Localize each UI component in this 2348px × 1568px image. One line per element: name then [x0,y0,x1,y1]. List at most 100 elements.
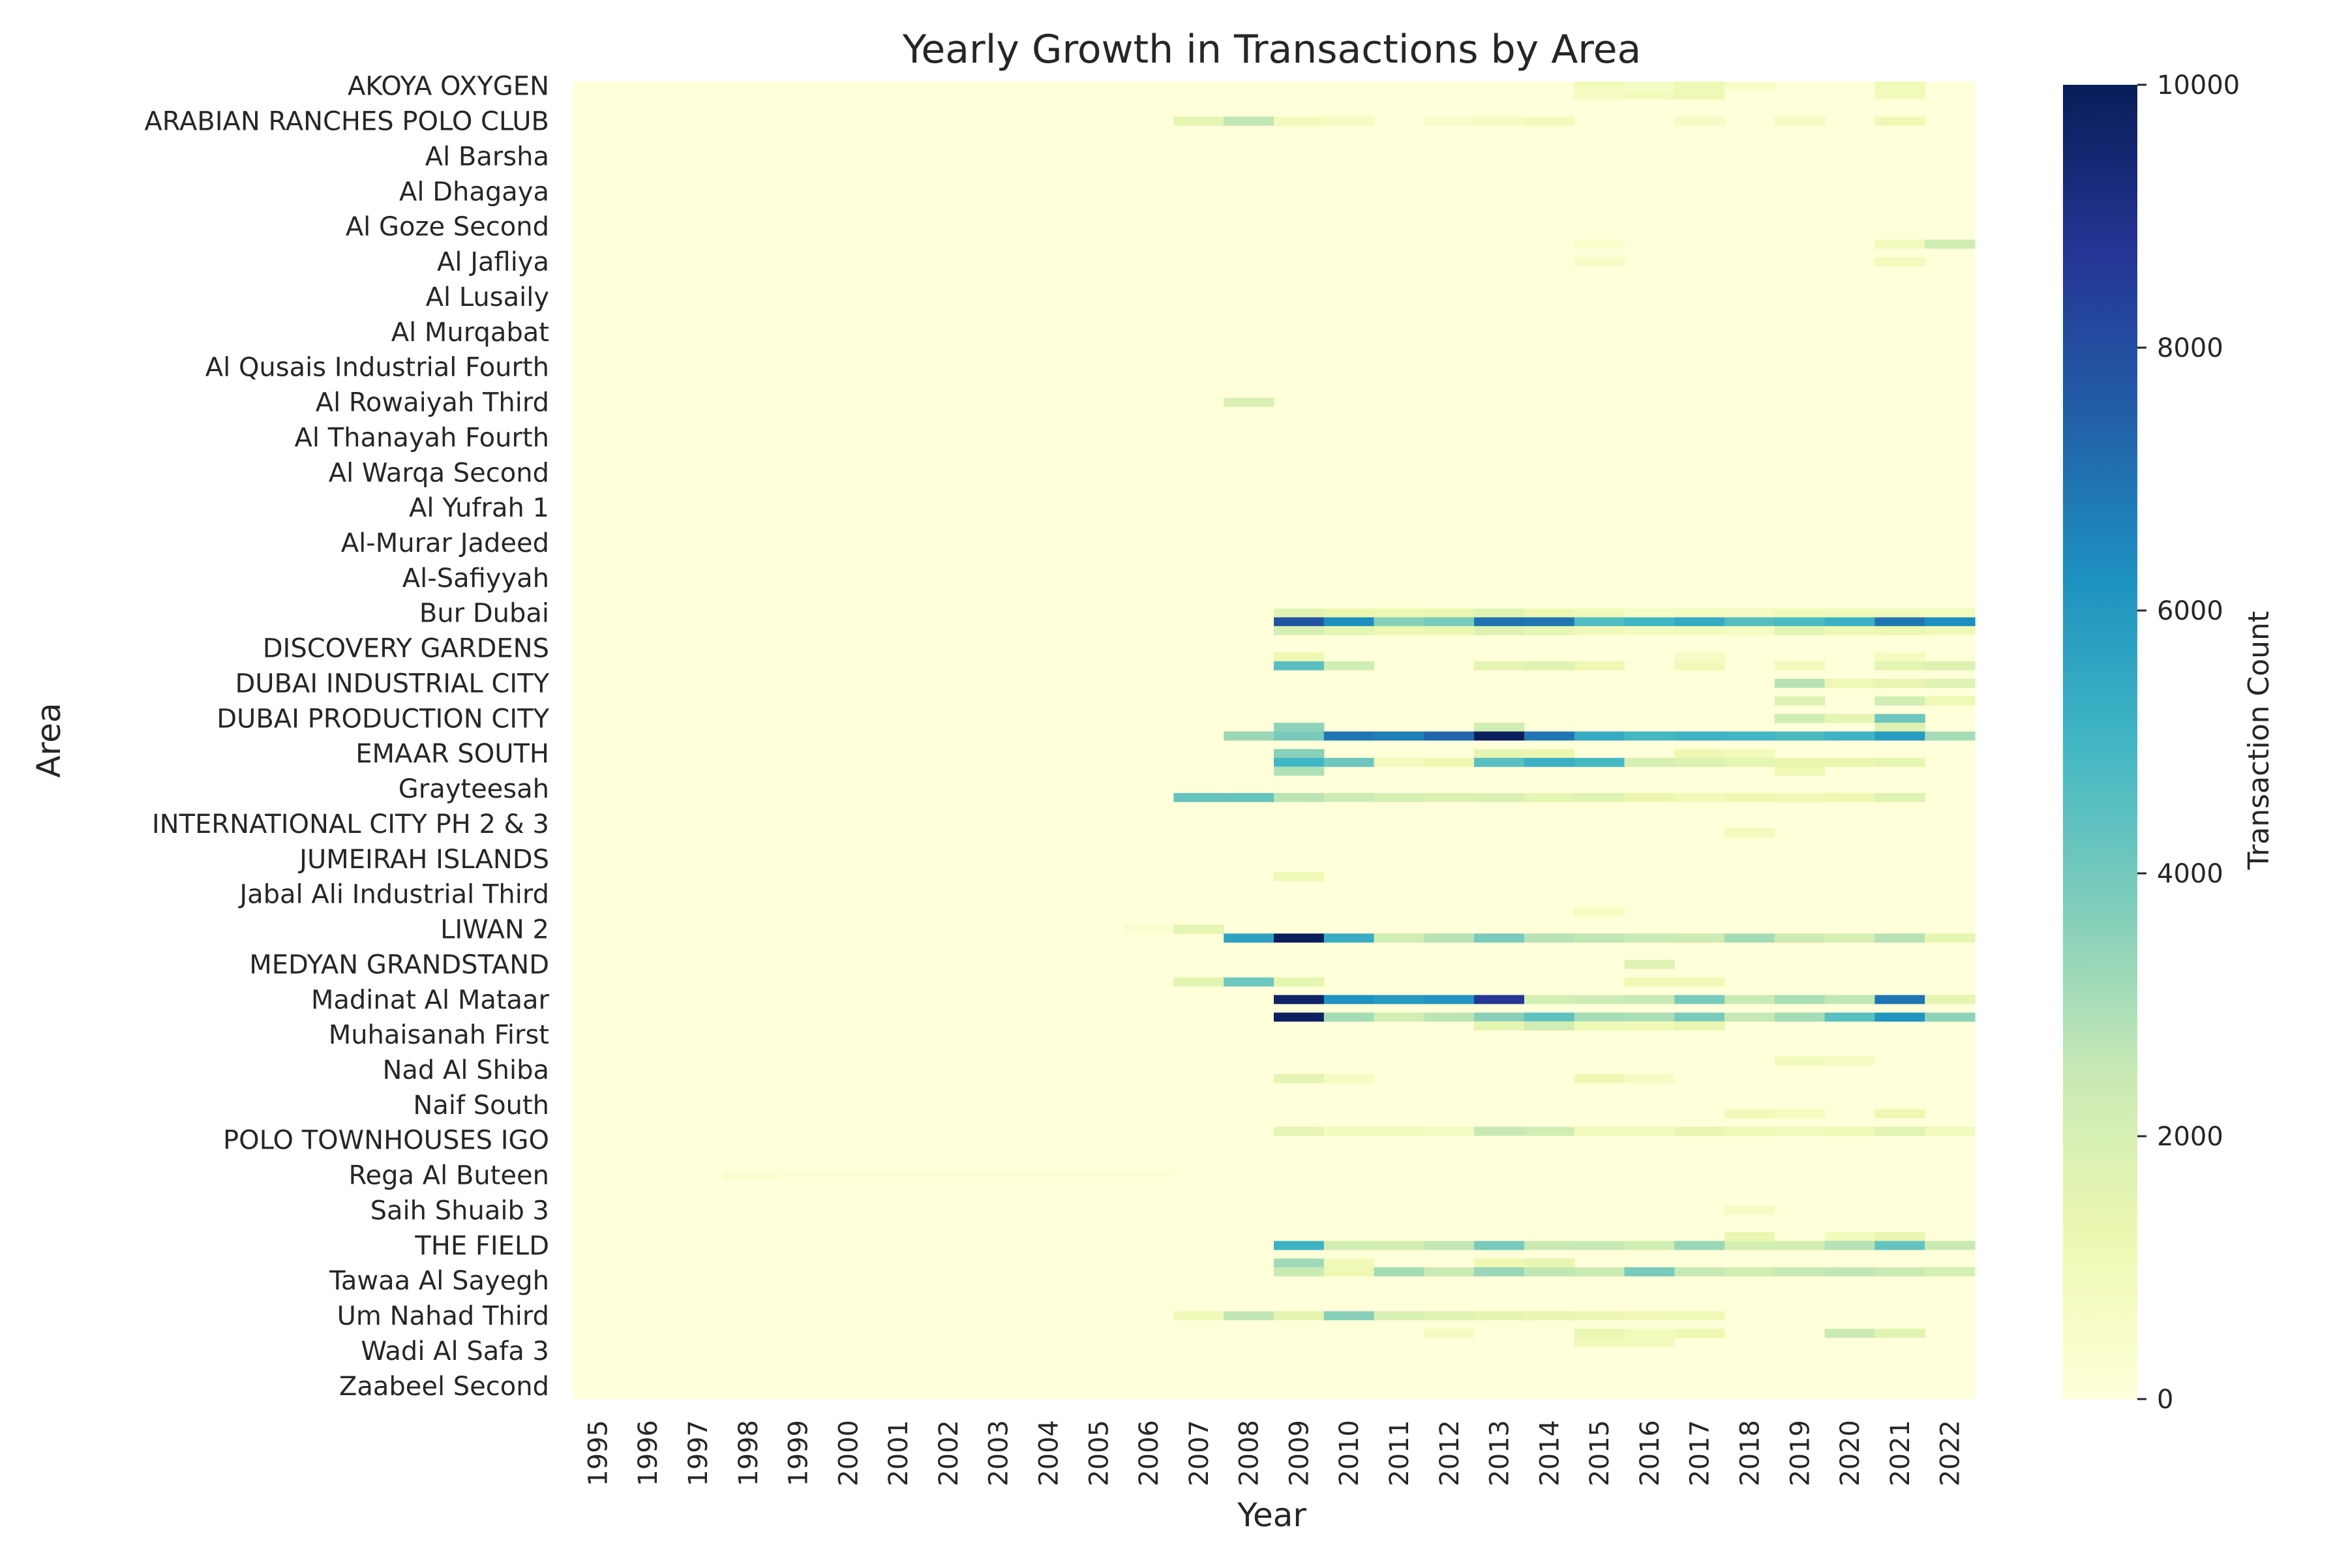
heatmap-cell [1624,1012,1675,1022]
heatmap-cell [1474,609,1525,618]
heatmap-cell [1874,1267,1925,1276]
heatmap-cell [1374,626,1424,635]
y-tick-label: ARABIAN RANCHES POLO CLUB [144,107,549,137]
heatmap-cell [1224,933,1274,943]
x-tick-label: 2010 [1334,1420,1364,1486]
heatmap-cell [1874,757,1925,767]
heatmap-cell [1824,731,1876,741]
heatmap-cell [1925,626,1976,635]
heatmap-cell [1774,1012,1826,1022]
heatmap-cell [1323,617,1375,627]
heatmap-cell [1925,1267,1976,1276]
heatmap-cell [1524,116,1575,126]
heatmap-cell [1874,609,1925,618]
heatmap-cell [1624,1311,1675,1321]
heatmap-cell [1274,116,1325,126]
heatmap-cell [1574,757,1625,767]
heatmap-cell [1173,1311,1224,1321]
y-tick-label: Al Lusaily [426,282,549,312]
heatmap-cell [1724,617,1775,627]
heatmap-cell [1474,661,1525,671]
y-tick-label: JUMEIRAH ISLANDS [297,845,549,875]
heatmap-cell [1925,933,1976,943]
heatmap-cell [1574,82,1625,91]
heatmap-cell [1323,731,1375,741]
heatmap-cell [1424,933,1475,943]
heatmap-cell [1874,731,1925,741]
heatmap-cell [1323,1074,1375,1083]
heatmap-cell [1274,1126,1325,1136]
x-tick-label: 2015 [1585,1420,1615,1486]
heatmap-cell [1274,792,1325,802]
y-tick-label: Jabal Ali Industrial Third [237,880,549,910]
heatmap-cell [1925,1126,1976,1136]
heatmap-cell [1524,1021,1575,1031]
heatmap-cell [1724,1232,1775,1241]
heatmap-cell [1524,749,1575,759]
heatmap-cell [1925,1012,1976,1022]
heatmap-cell [1774,609,1826,618]
heatmap-cell [1774,661,1826,671]
heatmap-cell [1724,933,1775,943]
heatmap-cell [1274,1012,1325,1022]
y-tick-label: Al Goze Second [346,212,549,242]
heatmap-cell [1674,1267,1725,1276]
heatmap-cell [1224,397,1274,407]
heatmap-cell [1574,1126,1625,1136]
heatmap-cell [1874,678,1925,688]
heatmap-cell [1374,995,1424,1004]
heatmap-cell [1874,1109,1925,1119]
heatmap-cell [1724,1012,1775,1022]
heatmap-cell [1474,1021,1525,1031]
heatmap-cell [1274,617,1325,627]
heatmap-cell [1674,116,1725,126]
heatmap-cell [1224,731,1274,741]
heatmap-cell [1524,792,1575,802]
heatmap-cell [1774,757,1826,767]
heatmap-cell [1674,617,1725,627]
heatmap-cell [1624,995,1675,1004]
heatmap-cell [1774,1126,1826,1136]
heatmap-cell [1474,1258,1525,1268]
heatmap-cell [1824,933,1876,943]
y-tick-label: Al Warqa Second [329,458,549,488]
heatmap-cell [1874,1126,1925,1136]
heatmap-cell [1774,1241,1826,1250]
heatmap-cell [1674,1021,1725,1031]
heatmap-cell [1674,731,1725,741]
y-tick-label: Bur Dubai [419,599,549,629]
heatmap-cell [1424,995,1475,1004]
y-tick-label: EMAAR SOUTH [355,739,549,769]
heatmap-cell [1624,792,1675,802]
heatmap-cell [1874,116,1925,126]
heatmap-cell [1624,82,1675,91]
heatmap-cell [1574,609,1625,618]
heatmap-cell [1173,924,1224,934]
heatmap-cell [1323,609,1375,618]
heatmap-cell [1524,1241,1575,1250]
heatmap-cell [1824,609,1876,618]
heatmap-cell [1274,1258,1325,1268]
heatmap-cell [1474,933,1525,943]
heatmap-cell [1274,766,1325,776]
heatmap-cell [1574,907,1625,916]
y-tick-label: Al Rowaiyah Third [316,388,549,418]
x-axis-title: Year [1237,1496,1306,1534]
x-tick-label: 2019 [1785,1420,1815,1486]
heatmap-cell [1274,1241,1325,1250]
y-tick-label: Um Nahad Third [337,1301,549,1331]
colorbar-tick-label: 4000 [2157,859,2223,889]
heatmap-cell [1774,933,1826,943]
heatmap-cell [1274,749,1325,759]
heatmap-cell [1574,792,1625,802]
heatmap-cell [1474,1311,1525,1321]
heatmap-cell [1774,731,1826,741]
heatmap-cell [1674,82,1725,91]
x-tick-label: 2018 [1736,1420,1766,1486]
heatmap-cell [1274,872,1325,881]
x-tick-label: 2005 [1084,1420,1114,1486]
heatmap-cell [1374,933,1424,943]
heatmap-cell [1524,1267,1575,1276]
heatmap-cell [1424,1126,1475,1136]
